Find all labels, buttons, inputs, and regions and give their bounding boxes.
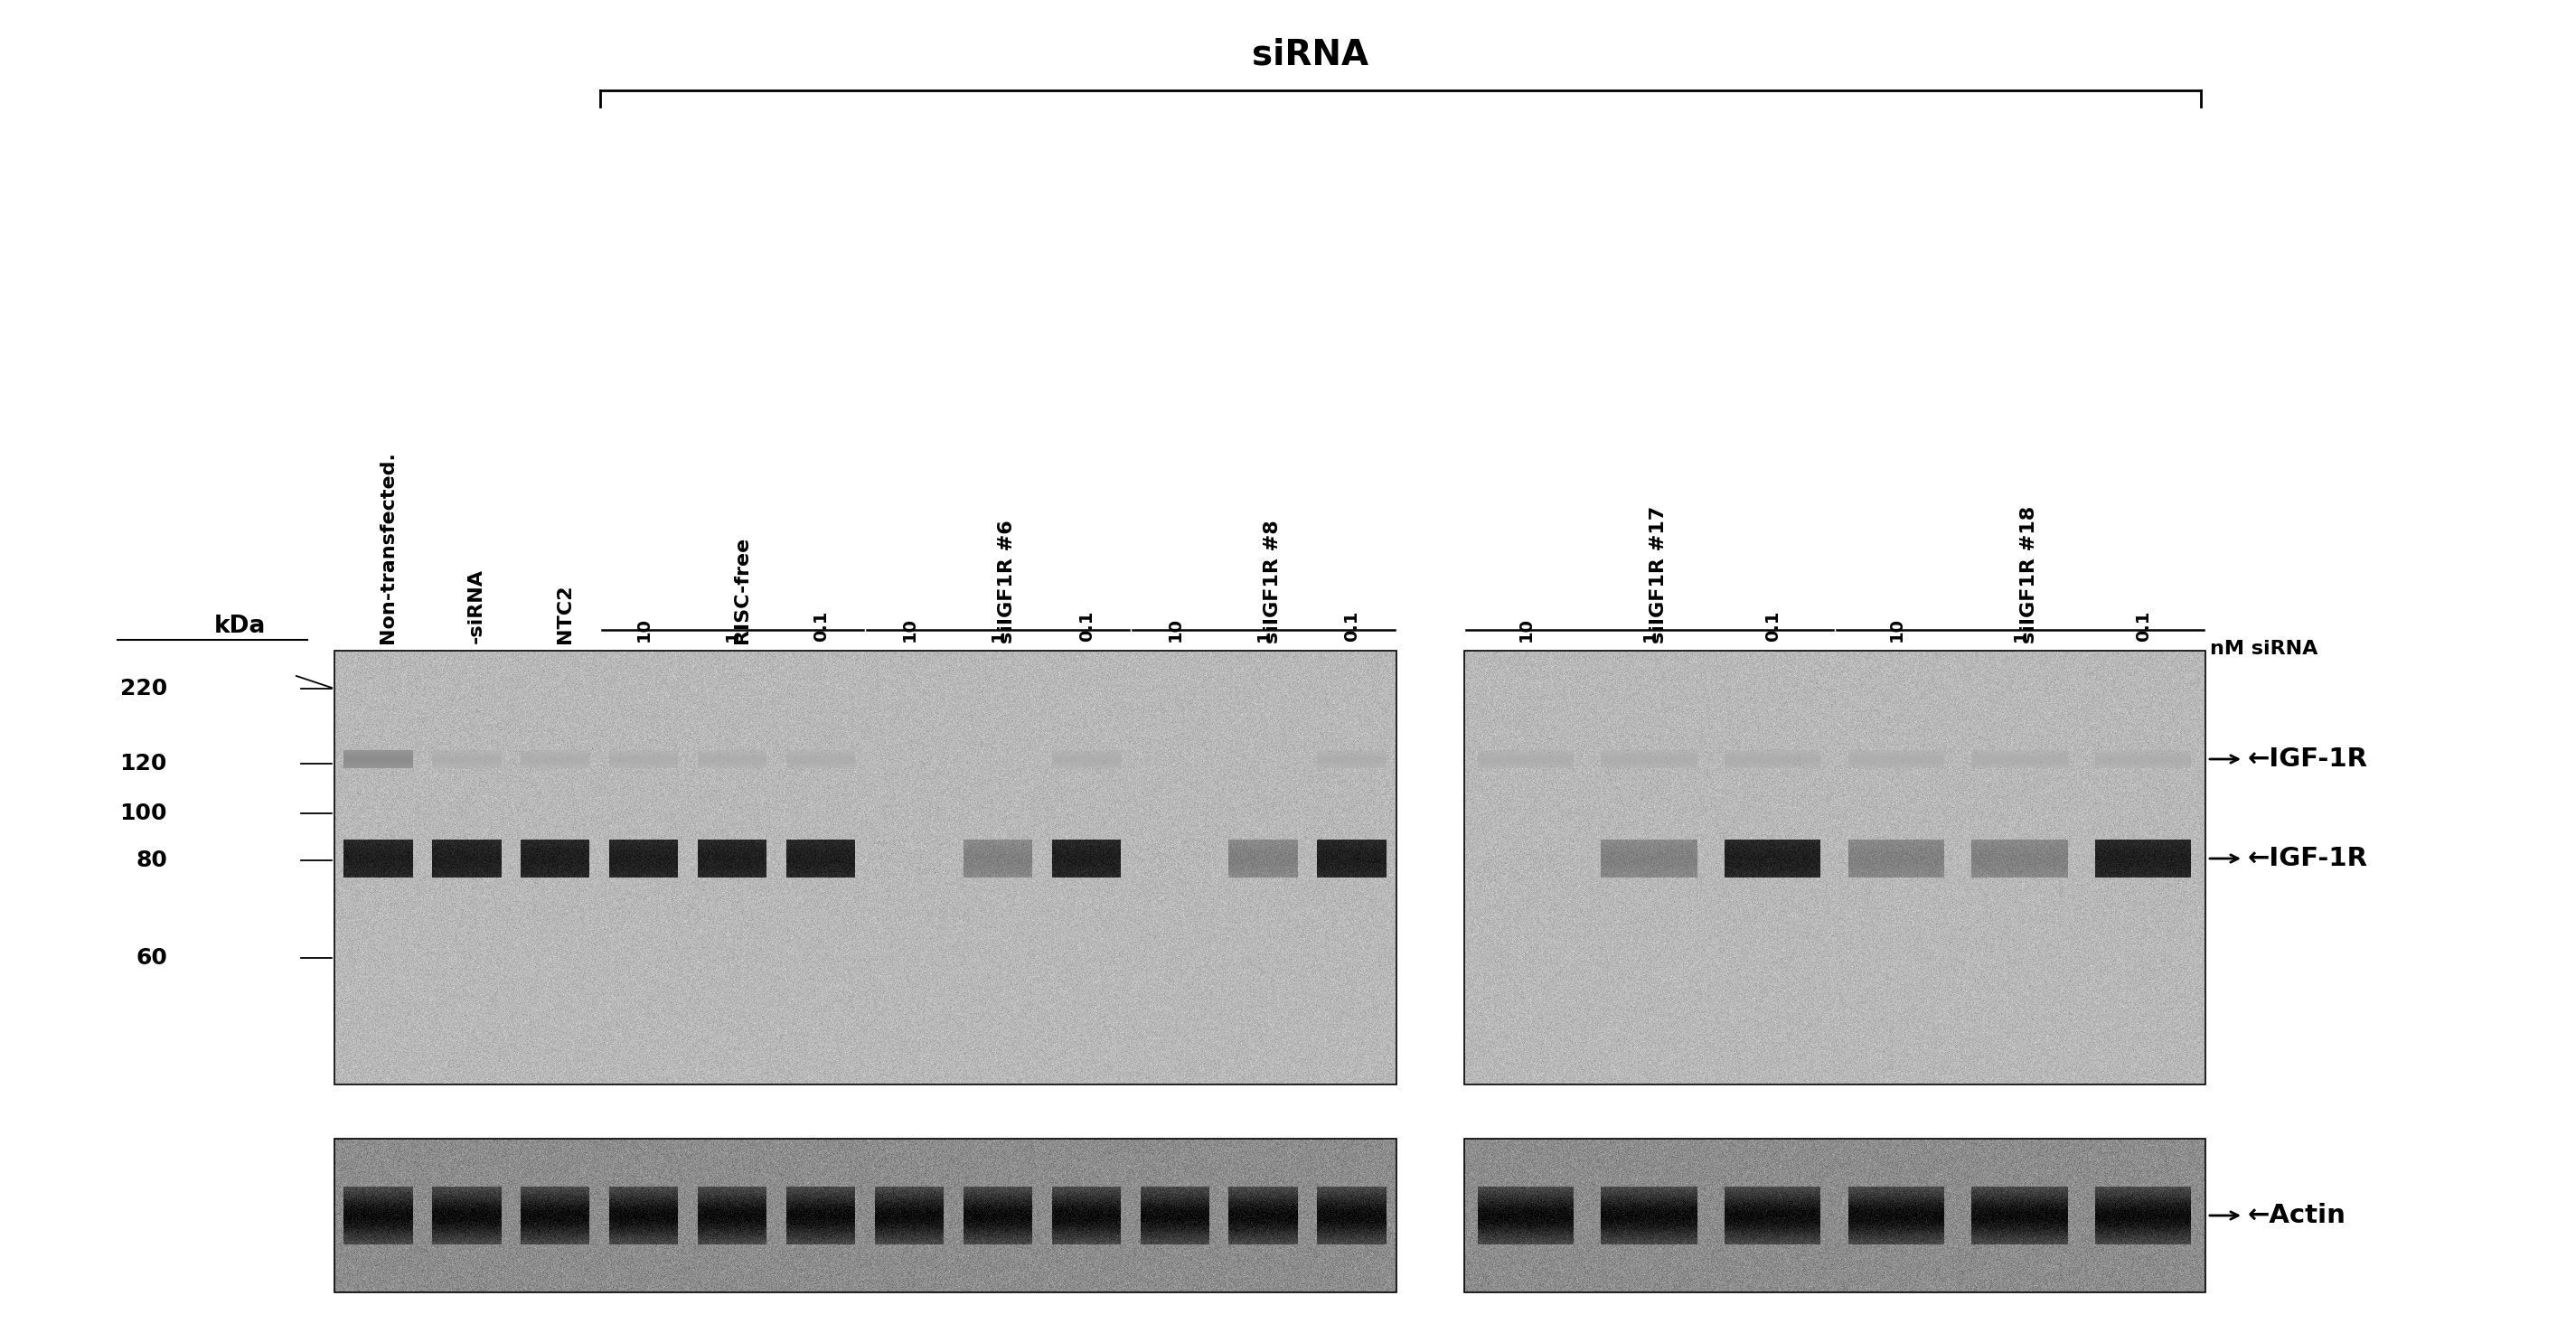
Text: 1: 1 — [724, 629, 742, 641]
Text: 10: 10 — [902, 617, 917, 641]
Text: 1: 1 — [1641, 629, 1659, 641]
Text: siIGF1R #18: siIGF1R #18 — [2020, 505, 2038, 644]
Text: Non-transfected.: Non-transfected. — [379, 451, 397, 644]
Text: siIGF1R #6: siIGF1R #6 — [997, 520, 1018, 644]
Text: 1: 1 — [2012, 629, 2030, 641]
Text: 0.1: 0.1 — [2136, 611, 2151, 641]
Text: 10: 10 — [636, 617, 652, 641]
Text: ←Actin: ←Actin — [2249, 1202, 2347, 1228]
Text: 0.1: 0.1 — [1765, 611, 1783, 641]
Text: NTC2: NTC2 — [556, 584, 574, 644]
Text: ←IGF-1R: ←IGF-1R — [2249, 846, 2367, 872]
Text: 0.1: 0.1 — [811, 611, 829, 641]
Text: kDa: kDa — [214, 615, 265, 639]
Text: nM siRNA: nM siRNA — [2210, 640, 2318, 659]
Text: 0.1: 0.1 — [1345, 611, 1360, 641]
Text: 1: 1 — [1255, 629, 1273, 641]
Text: RISC-free: RISC-free — [732, 537, 750, 644]
Bar — [1463, 1138, 2205, 1292]
Text: 10: 10 — [1167, 617, 1185, 641]
Bar — [335, 651, 1396, 1085]
Text: -siRNA: -siRNA — [466, 568, 484, 644]
Text: 10: 10 — [1888, 617, 1906, 641]
Text: siIGF1R #17: siIGF1R #17 — [1649, 505, 1667, 644]
Text: 10: 10 — [1517, 617, 1535, 641]
Text: ←IGF-1R: ←IGF-1R — [2249, 746, 2367, 772]
Text: 60: 60 — [137, 948, 167, 969]
Bar — [335, 1138, 1396, 1292]
Text: 220: 220 — [121, 677, 167, 700]
Text: siIGF1R #8: siIGF1R #8 — [1265, 520, 1283, 644]
Bar — [1463, 651, 2205, 1085]
Text: 0.1: 0.1 — [1079, 611, 1095, 641]
Text: 1: 1 — [989, 629, 1007, 641]
Text: 80: 80 — [137, 849, 167, 872]
Text: siRNA: siRNA — [1252, 37, 1368, 72]
Text: 100: 100 — [118, 802, 167, 824]
Text: 120: 120 — [121, 753, 167, 774]
